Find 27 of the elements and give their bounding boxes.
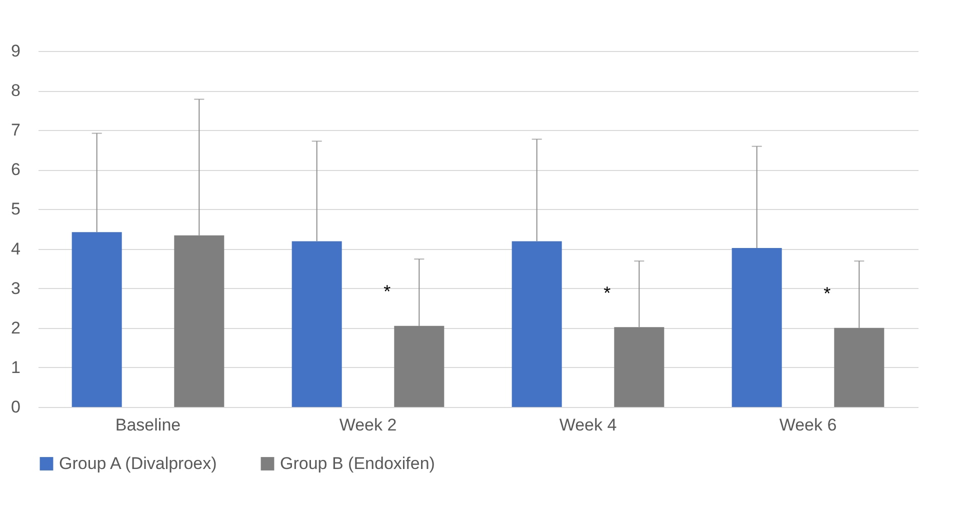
y-tick-label: 3 <box>11 278 20 298</box>
bar <box>292 241 342 407</box>
y-tick-label: 2 <box>11 318 20 338</box>
y-tick-label: 7 <box>11 120 20 140</box>
bar <box>394 326 444 407</box>
y-tick-label: 8 <box>11 81 20 100</box>
annotation: * <box>824 283 831 304</box>
bar <box>512 241 562 407</box>
y-tick-label: 1 <box>11 358 20 377</box>
y-tick-label: 4 <box>11 239 20 258</box>
x-tick-label: Week 4 <box>559 416 617 434</box>
y-tick-label: 6 <box>11 160 20 180</box>
annotation: * <box>604 283 611 304</box>
bar <box>732 248 782 407</box>
bar <box>174 235 224 407</box>
bar <box>72 232 122 407</box>
x-tick-label: Week 2 <box>339 416 397 434</box>
y-tick-label: 9 <box>11 42 20 60</box>
legend-label: Group A (Divalproex) <box>59 454 217 473</box>
bar <box>614 327 664 407</box>
x-tick-label: Baseline <box>115 416 181 434</box>
y-tick-label: 0 <box>11 398 20 416</box>
legend-label: Group B (Endoxifen) <box>280 454 435 473</box>
annotation: * <box>384 281 391 302</box>
x-tick-label: Week 6 <box>779 416 837 434</box>
bar <box>834 328 884 407</box>
y-tick-label: 5 <box>11 200 20 219</box>
